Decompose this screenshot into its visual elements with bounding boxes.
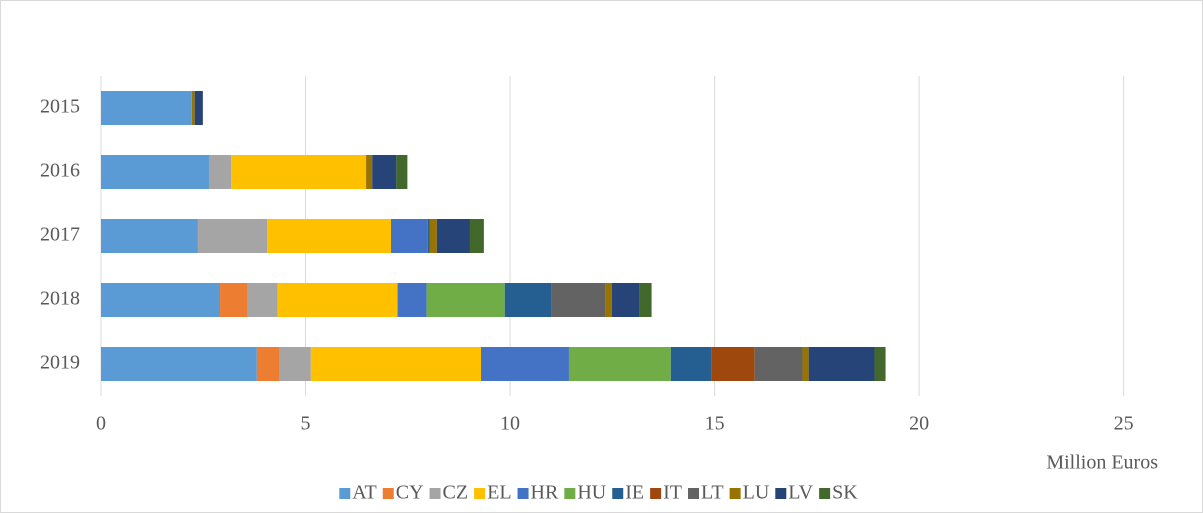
- legend-swatch: [650, 488, 662, 499]
- bar-segment: [247, 283, 278, 317]
- legend-swatch: [688, 488, 700, 499]
- legend-swatch: [729, 488, 741, 499]
- bar-segment: [197, 219, 268, 253]
- legend-label: HR: [531, 482, 559, 504]
- bar-segment: [481, 347, 569, 381]
- x-tick-label: 0: [96, 413, 106, 435]
- legend-swatch: [517, 488, 529, 499]
- bar-segment: [231, 155, 367, 189]
- bar-segment: [436, 219, 470, 253]
- legend-label: SK: [832, 482, 858, 504]
- bar-segment: [372, 155, 397, 189]
- bar-segment: [504, 283, 552, 317]
- legend-label: CY: [396, 482, 424, 504]
- bar-segment: [429, 219, 437, 253]
- legend-swatch: [474, 488, 486, 499]
- y-tick-label: 2017: [40, 224, 80, 246]
- bar-segment: [279, 347, 311, 381]
- bar-segment: [101, 91, 192, 125]
- legend-swatch: [429, 488, 441, 499]
- bar-segment: [611, 283, 640, 317]
- bar-segment: [277, 283, 398, 317]
- bar-segment: [808, 347, 875, 381]
- x-axis-label: Million Euros: [1046, 452, 1158, 474]
- legend-swatch: [564, 488, 576, 499]
- bar-segment: [101, 155, 209, 189]
- x-tick-label: 15: [705, 413, 725, 435]
- x-tick-label: 10: [500, 413, 520, 435]
- legend-label: IE: [625, 482, 644, 504]
- bar-segment: [310, 347, 482, 381]
- bar-segment: [391, 219, 428, 253]
- bar-segment: [568, 347, 671, 381]
- legend-swatch: [339, 488, 351, 499]
- bar-segment: [396, 155, 408, 189]
- bar-segment: [101, 219, 198, 253]
- legend-swatch: [819, 488, 831, 499]
- bar-segment: [194, 91, 203, 125]
- bar-segment: [469, 219, 484, 253]
- bar-segment: [208, 155, 232, 189]
- bar-segment: [256, 347, 280, 381]
- bar-segment: [874, 347, 886, 381]
- legend-swatch: [775, 488, 787, 499]
- bar-segment: [639, 283, 652, 317]
- x-tick-label: 25: [1114, 413, 1134, 435]
- y-tick-label: 2019: [40, 352, 80, 374]
- bar-segment: [605, 283, 612, 317]
- y-tick-label: 2018: [40, 288, 80, 310]
- legend-label: AT: [352, 482, 376, 504]
- x-tick-label: 20: [909, 413, 929, 435]
- bar-segment: [426, 283, 505, 317]
- bar-segment: [397, 283, 427, 317]
- bar-segment: [427, 219, 430, 253]
- legend-label: HU: [577, 482, 606, 504]
- bar-segment: [366, 155, 373, 189]
- legend-label: LV: [788, 482, 813, 504]
- bar-segment: [754, 347, 803, 381]
- y-tick-label: 2015: [40, 96, 80, 118]
- bar-segment: [802, 347, 809, 381]
- bar-segment: [670, 347, 712, 381]
- bar-segment: [220, 283, 248, 317]
- legend-label: CZ: [443, 482, 469, 504]
- bar-segment: [101, 283, 221, 317]
- bar-segment: [191, 91, 195, 125]
- x-tick-label: 5: [301, 413, 311, 435]
- bar-segment: [267, 219, 392, 253]
- y-tick-label: 2016: [40, 160, 80, 182]
- bar-segment: [551, 283, 606, 317]
- legend-label: LU: [743, 482, 770, 504]
- bar-segment: [711, 347, 755, 381]
- legend-label: IT: [663, 482, 682, 504]
- legend-swatch: [612, 488, 624, 499]
- legend-label: LT: [701, 482, 724, 504]
- legend-label: EL: [487, 482, 511, 504]
- bar-segment: [101, 347, 257, 381]
- legend-swatch: [382, 488, 394, 499]
